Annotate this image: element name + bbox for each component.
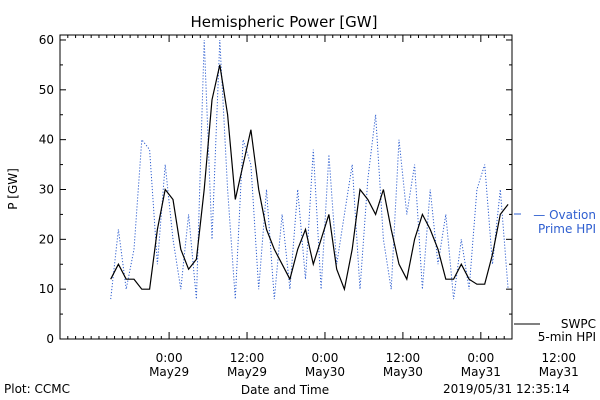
- x-tick-label: May30: [383, 365, 423, 379]
- y-ticks: 0 10 20 30 40 50 60: [39, 33, 512, 346]
- x-tick-label: 0:00: [156, 351, 183, 365]
- x-tick-label: 0:00: [311, 351, 338, 365]
- x-axis-label: Date and Time: [241, 383, 329, 397]
- y-tick-label: 30: [39, 182, 54, 196]
- legend-swpc-label: SWPC: [561, 317, 596, 331]
- plot-frame: [59, 34, 513, 340]
- x-tick-label: May31: [539, 365, 579, 379]
- x-tick-label: 12:00: [230, 351, 265, 365]
- y-tick-label: 10: [39, 282, 54, 296]
- y-tick-label: 0: [46, 332, 54, 346]
- legend-swpc-label: 5-min HPI: [538, 330, 596, 344]
- x-ticks: 0:00May2912:00May290:00May3012:00May300:…: [59, 35, 579, 379]
- series-line-swpc: [110, 64, 509, 292]
- y-tick-label: 40: [39, 133, 54, 147]
- x-tick-label: May31: [461, 365, 501, 379]
- y-tick-label: 60: [39, 33, 54, 47]
- plot-credit: Plot: CCMC: [4, 382, 70, 396]
- legend-ovation-label: Prime HPI: [538, 222, 596, 236]
- plot-timestamp: 2019/05/31 12:35:14: [443, 382, 570, 396]
- chart-title: Hemispheric Power [GW]: [191, 13, 378, 31]
- x-tick-label: May30: [305, 365, 345, 379]
- series-layer: [110, 39, 509, 300]
- x-tick-label: 12:00: [386, 351, 421, 365]
- y-tick-label: 50: [39, 83, 54, 97]
- y-axis-label: P [GW]: [6, 168, 20, 210]
- series-line-ovation: [110, 39, 509, 300]
- y-tick-label: 20: [39, 232, 54, 246]
- x-tick-label: May29: [149, 365, 189, 379]
- legend-ovation-label: — Ovation: [533, 208, 596, 222]
- x-tick-label: May29: [227, 365, 267, 379]
- x-tick-label: 12:00: [541, 351, 576, 365]
- x-tick-label: 0:00: [467, 351, 494, 365]
